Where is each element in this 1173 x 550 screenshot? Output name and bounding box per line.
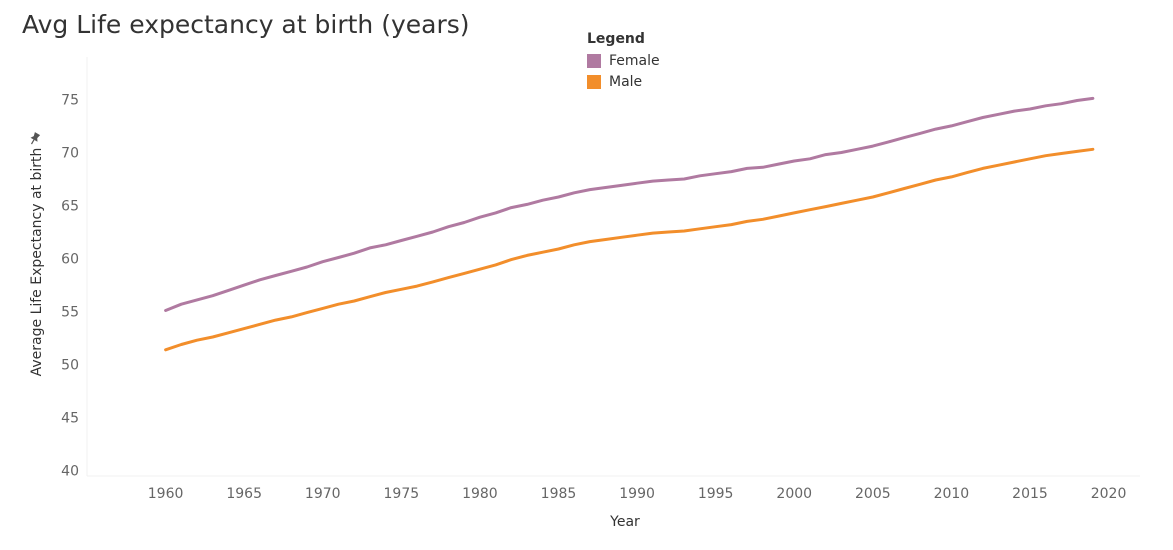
legend-label-male: Male <box>609 73 643 90</box>
series-lines <box>164 96 1095 352</box>
x-tick-label: 1980 <box>462 486 498 502</box>
y-tick-labels: 40 45 50 55 60 65 70 75 <box>61 92 79 479</box>
pin-icon[interactable] <box>28 132 41 146</box>
x-tick-label: 1975 <box>384 486 420 502</box>
legend-swatch-female <box>587 53 601 68</box>
y-tick-label: 60 <box>61 252 79 268</box>
y-tick-label: 70 <box>61 145 79 161</box>
y-tick-label: 65 <box>61 199 79 215</box>
y-tick-label: 75 <box>61 92 79 108</box>
legend-label-female: Female <box>609 52 660 69</box>
series-line-male[interactable] <box>164 147 1095 352</box>
legend-swatch-male <box>587 74 601 89</box>
x-tick-label: 2015 <box>1012 486 1048 502</box>
y-axis-title: Average Life Expectancy at birth <box>29 148 45 377</box>
x-tick-labels: 1960 1965 1970 1975 1980 1985 1990 1995 2000 2005… <box>148 486 1127 502</box>
x-tick-label: 1995 <box>698 486 734 502</box>
x-tick-label: 1965 <box>226 486 262 502</box>
x-tick-label: 2020 <box>1091 486 1127 502</box>
x-tick-label: 2010 <box>934 486 970 502</box>
legend-item-female[interactable]: Female <box>587 50 660 71</box>
x-tick-label: 2000 <box>776 486 812 502</box>
chart-title: Avg Life expectancy at birth (years) <box>22 10 470 39</box>
y-tick-label: 55 <box>61 305 79 321</box>
x-axis-title: Year <box>609 514 640 530</box>
series-line-female[interactable] <box>164 96 1095 312</box>
legend-title: Legend <box>587 31 645 47</box>
legend-item-male[interactable]: Male <box>587 71 660 92</box>
y-tick-label: 40 <box>61 464 79 480</box>
y-tick-label: 50 <box>61 358 79 374</box>
x-tick-label: 1970 <box>305 486 341 502</box>
x-tick-label: 1960 <box>148 486 184 502</box>
x-tick-label: 1985 <box>541 486 577 502</box>
x-tick-label: 1990 <box>619 486 655 502</box>
y-tick-label: 45 <box>61 411 79 427</box>
legend: Legend Female Male <box>587 31 660 92</box>
x-tick-label: 2005 <box>855 486 891 502</box>
